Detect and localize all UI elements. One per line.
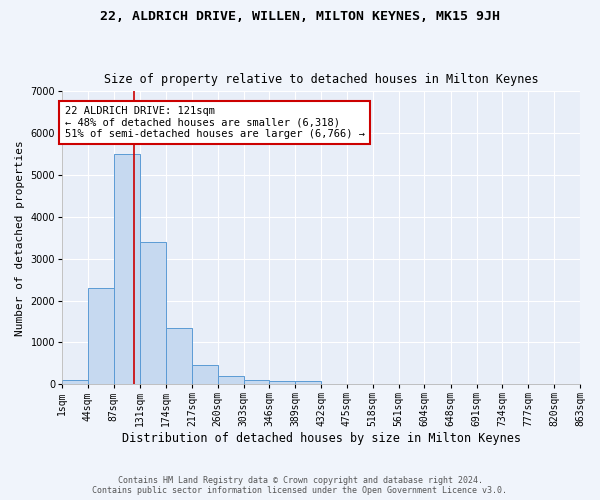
Bar [114,154,140,384]
Y-axis label: Number of detached properties: Number of detached properties [15,140,25,336]
Bar [244,380,269,384]
Bar [166,328,192,384]
Bar [218,376,244,384]
Bar [62,380,88,384]
Bar [269,381,295,384]
Text: 22 ALDRICH DRIVE: 121sqm
← 48% of detached houses are smaller (6,318)
51% of sem: 22 ALDRICH DRIVE: 121sqm ← 48% of detach… [65,106,365,139]
Text: 22, ALDRICH DRIVE, WILLEN, MILTON KEYNES, MK15 9JH: 22, ALDRICH DRIVE, WILLEN, MILTON KEYNES… [100,10,500,23]
Bar [88,288,114,384]
Bar [295,381,321,384]
Text: Contains HM Land Registry data © Crown copyright and database right 2024.
Contai: Contains HM Land Registry data © Crown c… [92,476,508,495]
X-axis label: Distribution of detached houses by size in Milton Keynes: Distribution of detached houses by size … [122,432,521,445]
Bar [140,242,166,384]
Title: Size of property relative to detached houses in Milton Keynes: Size of property relative to detached ho… [104,73,538,86]
Bar [192,366,218,384]
